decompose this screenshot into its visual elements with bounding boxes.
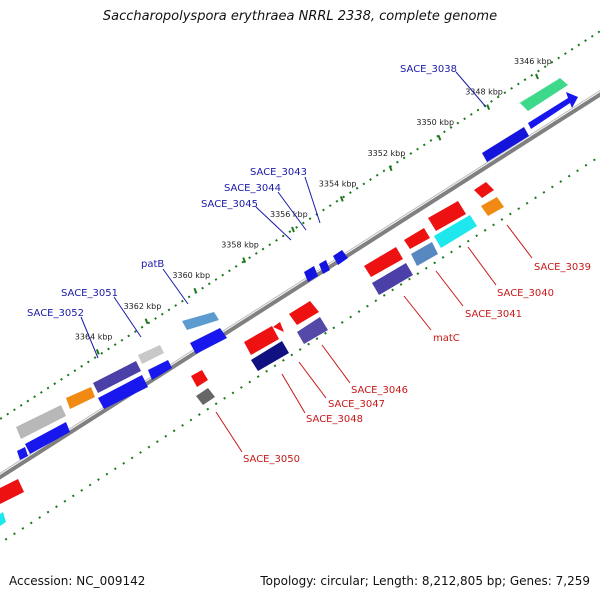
leader-sace-3038 xyxy=(455,71,487,108)
gene-arrow-sace-3045[interactable] xyxy=(304,266,318,282)
gene-arrow-sace-3048[interactable] xyxy=(251,341,289,371)
tick-label: 3352 kbp xyxy=(368,149,406,158)
tick-mark xyxy=(95,349,100,355)
label-sace-3047[interactable]: SACE_3047 xyxy=(328,399,385,410)
gene-arrow-gray-fwd[interactable] xyxy=(16,405,66,439)
leader-sace-3044 xyxy=(277,191,307,231)
leader-sace-3046 xyxy=(321,344,351,384)
label-sace-3050[interactable]: SACE_3050 xyxy=(243,454,300,465)
gene-arrow-sace-3052[interactable] xyxy=(93,361,141,393)
tick-label: 3358 kbp xyxy=(221,241,259,250)
genome-backbone-highlight xyxy=(0,89,600,474)
gene-arrow-red-5[interactable] xyxy=(273,322,284,332)
gene-arrow-sace-3050[interactable] xyxy=(196,388,215,405)
tick-label: 3354 kbp xyxy=(319,179,357,188)
gene-arrow-sace-3039[interactable] xyxy=(481,197,504,216)
leader-sace-3052 xyxy=(80,316,99,359)
gene-arrow-sace-3047[interactable] xyxy=(297,317,328,344)
genome-backbone xyxy=(0,92,600,480)
gene-arrow-right-6[interactable] xyxy=(25,422,70,454)
label-leaders xyxy=(80,71,533,453)
tick-label: 3350 kbp xyxy=(416,118,454,127)
leader-sace-3047 xyxy=(298,361,327,399)
gene-arrow-matc[interactable] xyxy=(372,263,413,295)
label-sace-3052[interactable]: SACE_3052 xyxy=(27,308,84,319)
map-clip-group: 3346 kbp 3348 kbp 3350 kbp 3352 kbp 3354 kbp… xyxy=(0,30,600,545)
tick-mark xyxy=(144,318,149,325)
gene-arrow-sace-3040[interactable] xyxy=(428,201,466,231)
tick-label: 3362 kbp xyxy=(124,302,162,311)
leader-patb xyxy=(162,268,189,305)
tick-label: 3348 kbp xyxy=(465,88,503,97)
tick-mark xyxy=(291,226,295,233)
tick-label: 3346 kbp xyxy=(514,57,552,66)
label-patb[interactable]: patB xyxy=(141,259,164,270)
tick-mark xyxy=(535,73,539,80)
gene-arrow-red-2[interactable] xyxy=(404,228,430,249)
gene-arrow-red-3[interactable] xyxy=(364,247,403,277)
outer-tick-track xyxy=(0,30,600,421)
leader-sace-3039 xyxy=(506,224,533,259)
leader-sace-3041 xyxy=(435,270,464,307)
gene-arrow-right-2[interactable] xyxy=(482,127,529,162)
label-sace-3038[interactable]: SACE_3038 xyxy=(400,64,457,75)
inner-tick-track xyxy=(0,155,600,545)
leader-sace-3050 xyxy=(215,411,243,453)
gene-arrow-red-6[interactable] xyxy=(191,370,208,387)
label-sace-3048[interactable]: SACE_3048 xyxy=(306,414,363,425)
tick-mark xyxy=(437,134,442,141)
gene-arrow-sace-3038[interactable] xyxy=(520,78,568,111)
accession-text: Accession: NC_009142 xyxy=(9,574,146,588)
tick-label: 3360 kbp xyxy=(172,271,210,280)
tick-mark xyxy=(242,257,247,263)
gene-arrow-sace-3044[interactable] xyxy=(319,260,330,274)
gene-arrow-right-1[interactable] xyxy=(528,92,578,129)
gene-arrow-sace-3043[interactable] xyxy=(333,250,348,265)
gene-arrow-red-4[interactable] xyxy=(244,326,279,355)
label-sace-3051[interactable]: SACE_3051 xyxy=(61,288,118,299)
genome-summary-text: Topology: circular; Length: 8,212,805 bp… xyxy=(260,574,590,588)
gene-arrow-patb[interactable] xyxy=(182,312,219,330)
tick-layer: 3346 kbp 3348 kbp 3350 kbp 3352 kbp 3354 kbp… xyxy=(75,57,552,355)
label-sace-3040[interactable]: SACE_3040 xyxy=(497,288,554,299)
gene-arrow-right-7[interactable] xyxy=(17,447,28,460)
forward-features xyxy=(16,78,578,460)
label-sace-3041[interactable]: SACE_3041 xyxy=(465,309,522,320)
gene-arrow-right-5[interactable] xyxy=(98,375,148,409)
tick-mark xyxy=(486,104,491,110)
leader-sace-3043 xyxy=(304,176,321,224)
tick-label: 3364 kbp xyxy=(75,332,113,341)
leader-sace-3040 xyxy=(467,246,497,286)
gene-arrow-right-4[interactable] xyxy=(148,360,172,380)
gene-arrow-sace-3046[interactable] xyxy=(289,301,319,325)
gene-arrow-red-edge[interactable] xyxy=(0,479,24,504)
gene-arrow-sace-3041[interactable] xyxy=(411,242,438,266)
tick-mark xyxy=(339,196,344,202)
leader-sace-3048 xyxy=(281,373,306,414)
gene-arrow-sace-3051[interactable] xyxy=(138,345,164,364)
tick-mark xyxy=(388,165,393,172)
label-sace-3039[interactable]: SACE_3039 xyxy=(534,262,591,273)
gene-arrow-cyan-edge[interactable] xyxy=(0,512,6,526)
reverse-features xyxy=(0,182,504,526)
label-matc[interactable]: matC xyxy=(433,333,460,344)
gene-arrow-sace-3039-red[interactable] xyxy=(474,182,494,198)
gene-arrow-cyan[interactable] xyxy=(434,215,477,248)
leader-sace-3051 xyxy=(113,296,142,338)
tick-mark xyxy=(193,287,198,294)
label-sace-3043[interactable]: SACE_3043 xyxy=(250,167,307,178)
leader-matc xyxy=(403,295,432,331)
map-title: Saccharopolyspora erythraea NRRL 2338, c… xyxy=(102,9,498,24)
label-sace-3044[interactable]: SACE_3044 xyxy=(224,183,281,194)
tick-label: 3356 kbp xyxy=(270,210,308,219)
gene-arrow-orange-fwd[interactable] xyxy=(66,387,95,409)
leader-sace-3045 xyxy=(255,206,292,241)
label-sace-3046[interactable]: SACE_3046 xyxy=(351,385,408,396)
gene-arrow-right-3[interactable] xyxy=(190,328,227,354)
label-sace-3045[interactable]: SACE_3045 xyxy=(201,199,258,210)
